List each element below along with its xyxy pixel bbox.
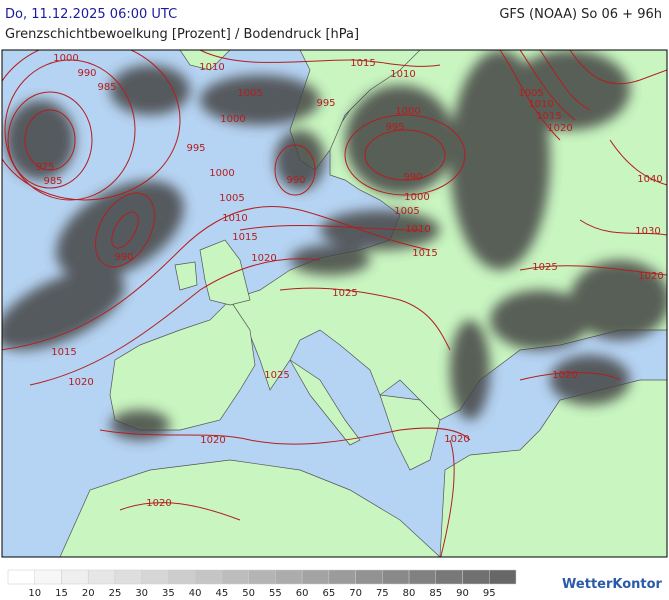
legend-swatch	[355, 569, 383, 585]
legend-swatch	[301, 569, 330, 585]
isobar-label: 1020	[251, 253, 276, 264]
legend-tick-label: 95	[483, 588, 496, 599]
legend-tick-label: 70	[349, 588, 362, 599]
isobar-label: 1010	[222, 213, 247, 224]
isobar-label: 1020	[552, 370, 577, 381]
legend-tick-label: 30	[135, 588, 148, 599]
isobar-label: 985	[97, 82, 116, 93]
legend-tick-label: 85	[429, 588, 442, 599]
legend-swatch	[489, 569, 517, 585]
legend-tick-label: 20	[82, 588, 95, 599]
datetime: Do, 11.12.2025 06:00 UTC	[5, 7, 178, 22]
legend-tick-label: 35	[162, 588, 175, 599]
isobar-label: 1005	[219, 193, 244, 204]
legend-tick-label: 50	[242, 588, 255, 599]
legend-swatch	[328, 569, 356, 585]
legend-tick-label: 15	[55, 588, 68, 599]
legend-swatch	[87, 569, 116, 585]
isobar-label: 1015	[350, 58, 375, 69]
isobar-label: 1025	[532, 262, 557, 273]
map-area	[2, 50, 667, 557]
isobar-label: 995	[316, 98, 335, 109]
legend: 10 15 20 25 30 35 40 45 50 55 60 65 70 75 80 85 90 95	[7, 569, 517, 599]
legend-swatch	[34, 569, 62, 585]
legend-swatch	[141, 569, 169, 585]
isobar-label: 1000	[220, 114, 245, 125]
isobar-label: 1015	[412, 248, 437, 259]
legend-tick-label: 25	[109, 588, 122, 599]
legend-swatch	[194, 569, 223, 585]
legend-swatch	[114, 569, 142, 585]
isobar-label: 1030	[635, 226, 660, 237]
legend-swatch	[435, 569, 463, 585]
isobar-label: 1000	[404, 192, 429, 203]
legend-swatch	[7, 569, 35, 585]
isobars	[2, 50, 667, 557]
isobar-label: 1010	[199, 62, 224, 73]
map-frame	[1, 49, 668, 558]
isobar-label: 1020	[638, 271, 663, 282]
legend-tick-label: 40	[189, 588, 202, 599]
legend-tick-label: 10	[28, 588, 41, 599]
legend-swatch	[248, 569, 276, 585]
isobar-label: 1025	[332, 288, 357, 299]
legend-tick-label: 60	[296, 588, 309, 599]
isobar-label: 1015	[232, 232, 257, 243]
legend-swatch	[221, 569, 249, 585]
legend-tick-label: 90	[456, 588, 469, 599]
isobar-label: 975	[35, 162, 54, 173]
legend-swatch	[408, 569, 437, 585]
isobar-label: 1020	[444, 434, 469, 445]
isobar-label: 990	[77, 68, 96, 79]
legend-tick-label: 65	[322, 588, 335, 599]
logo: WetterKontor	[562, 577, 663, 592]
legend-tick-label: 55	[269, 588, 282, 599]
legend-swatch	[462, 569, 490, 585]
legend-tick-label: 45	[216, 588, 229, 599]
clouds	[2, 50, 667, 440]
legend-swatch	[275, 569, 303, 585]
isobar-label: 1020	[146, 498, 171, 509]
isobar-label: 1015	[51, 347, 76, 358]
isobar-label: 990	[286, 175, 305, 186]
isobar-label: 995	[186, 143, 205, 154]
legend-tick-label: 75	[376, 588, 389, 599]
legend-swatch	[61, 569, 89, 585]
isobar-label: 995	[385, 122, 404, 133]
isobar-label: 1005	[237, 88, 262, 99]
isobar-label: 1000	[395, 106, 420, 117]
isobar-label: 1000	[209, 168, 234, 179]
subtitle: Grenzschichtbewoelkung [Prozent] / Boden…	[5, 27, 360, 42]
isobar-label: 985	[43, 176, 62, 187]
isobar-label: 1015	[536, 111, 561, 122]
isobar-label: 1020	[68, 377, 93, 388]
isobar-label: 1040	[637, 174, 662, 185]
isobar-label: 990	[114, 252, 133, 263]
isobar-label: 1025	[264, 370, 289, 381]
model-run: GFS (NOAA) So 06 + 96h	[499, 7, 662, 22]
land	[59, 50, 667, 557]
isobar-label: 1020	[200, 435, 225, 446]
isobar-label: 1005	[394, 206, 419, 217]
isobar-label: 990	[403, 172, 422, 183]
legend-tick-label: 80	[403, 588, 416, 599]
isobar-label: 1020	[547, 123, 572, 134]
legend-swatch	[168, 569, 196, 585]
isobar-label: 1010	[405, 224, 430, 235]
isobar-label: 1010	[390, 69, 415, 80]
isobar-label: 1005	[518, 88, 543, 99]
isobar-label: 1010	[528, 99, 553, 110]
isobar-label: 1000	[53, 53, 78, 64]
legend-swatch	[382, 569, 410, 585]
